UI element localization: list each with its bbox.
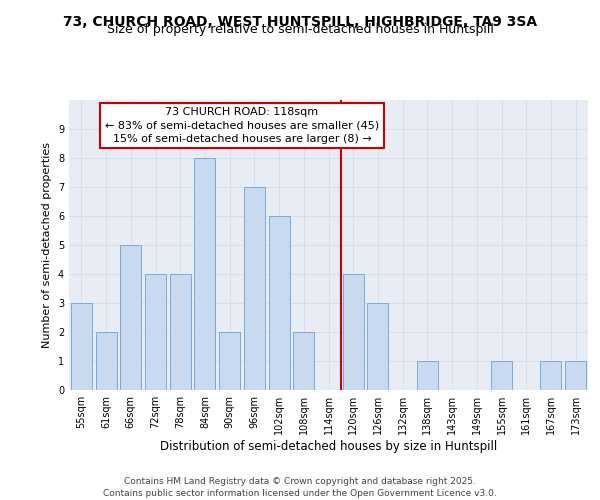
Bar (293, 332, 314, 390)
Text: Size of property relative to semi-detached houses in Huntspill: Size of property relative to semi-detach… (107, 22, 493, 36)
Bar (145, 274, 166, 390)
Bar (343, 274, 364, 390)
Text: 73, CHURCH ROAD, WEST HUNTSPILL, HIGHBRIDGE, TA9 3SA: 73, CHURCH ROAD, WEST HUNTSPILL, HIGHBRI… (63, 15, 537, 29)
X-axis label: Distribution of semi-detached houses by size in Huntspill: Distribution of semi-detached houses by … (160, 440, 497, 453)
Bar (367, 303, 388, 390)
Bar (491, 361, 512, 390)
Bar (541, 361, 562, 390)
Bar (417, 361, 438, 390)
Bar (565, 361, 586, 390)
Bar (95, 332, 116, 390)
Bar (219, 332, 240, 390)
Bar (120, 245, 141, 390)
Text: 73 CHURCH ROAD: 118sqm
← 83% of semi-detached houses are smaller (45)
15% of sem: 73 CHURCH ROAD: 118sqm ← 83% of semi-det… (105, 108, 379, 144)
Text: Contains HM Land Registry data © Crown copyright and database right 2025.
Contai: Contains HM Land Registry data © Crown c… (103, 476, 497, 498)
Y-axis label: Number of semi-detached properties: Number of semi-detached properties (43, 142, 52, 348)
Bar (269, 216, 290, 390)
Bar (244, 187, 265, 390)
Bar (170, 274, 191, 390)
Bar (71, 303, 92, 390)
Bar (194, 158, 215, 390)
